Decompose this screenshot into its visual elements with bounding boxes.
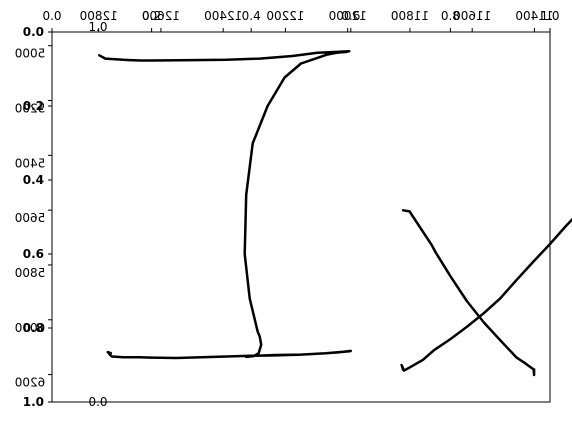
- y-mirror-tick-label: 5600: [15, 211, 46, 225]
- series-line-2: [403, 210, 534, 375]
- x-top-tick-label: 0.4: [242, 9, 261, 23]
- y-mirror-tick-label: 5000: [15, 47, 46, 61]
- x-mirror-tick-label: 12000: [329, 9, 367, 23]
- y-mirror-tick-label: 6000: [15, 321, 46, 335]
- x-mirror-tick-label: 12400: [204, 9, 242, 23]
- y-tick-label: 0.4: [23, 173, 44, 187]
- y-tick-label: 0.6: [23, 247, 44, 261]
- x-mirror-tick-label: 11600: [453, 9, 491, 23]
- x-mirror-tick-label: 11400: [515, 9, 553, 23]
- x-faint-label: 0.0: [88, 395, 107, 409]
- series-line-1: [99, 51, 350, 358]
- plot-frame: [52, 32, 550, 402]
- x-mirror-tick-label: 12600: [142, 9, 180, 23]
- tick-group: 0.0 0.2 0.4 0.6 0.8 1.01140011600118001200012…: [15, 9, 560, 409]
- y-mirror-tick-label: 5800: [15, 266, 46, 280]
- y-mirror-tick-label: 5200: [15, 102, 46, 116]
- x-mirror-tick-label: 12200: [266, 9, 304, 23]
- x-faint-label: 1.0: [88, 20, 107, 34]
- series-group: [99, 51, 572, 375]
- series-line-3: [402, 173, 572, 371]
- y-mirror-tick-label: 6200: [15, 376, 46, 390]
- y-tick-label: 0.0: [23, 25, 44, 39]
- x-top-tick-label: 0.0: [42, 9, 61, 23]
- x-mirror-tick-label: 11800: [391, 9, 429, 23]
- plot-border: [52, 32, 550, 402]
- y-tick-label: 1.0: [23, 395, 44, 409]
- y-mirror-tick-label: 5400: [15, 156, 46, 170]
